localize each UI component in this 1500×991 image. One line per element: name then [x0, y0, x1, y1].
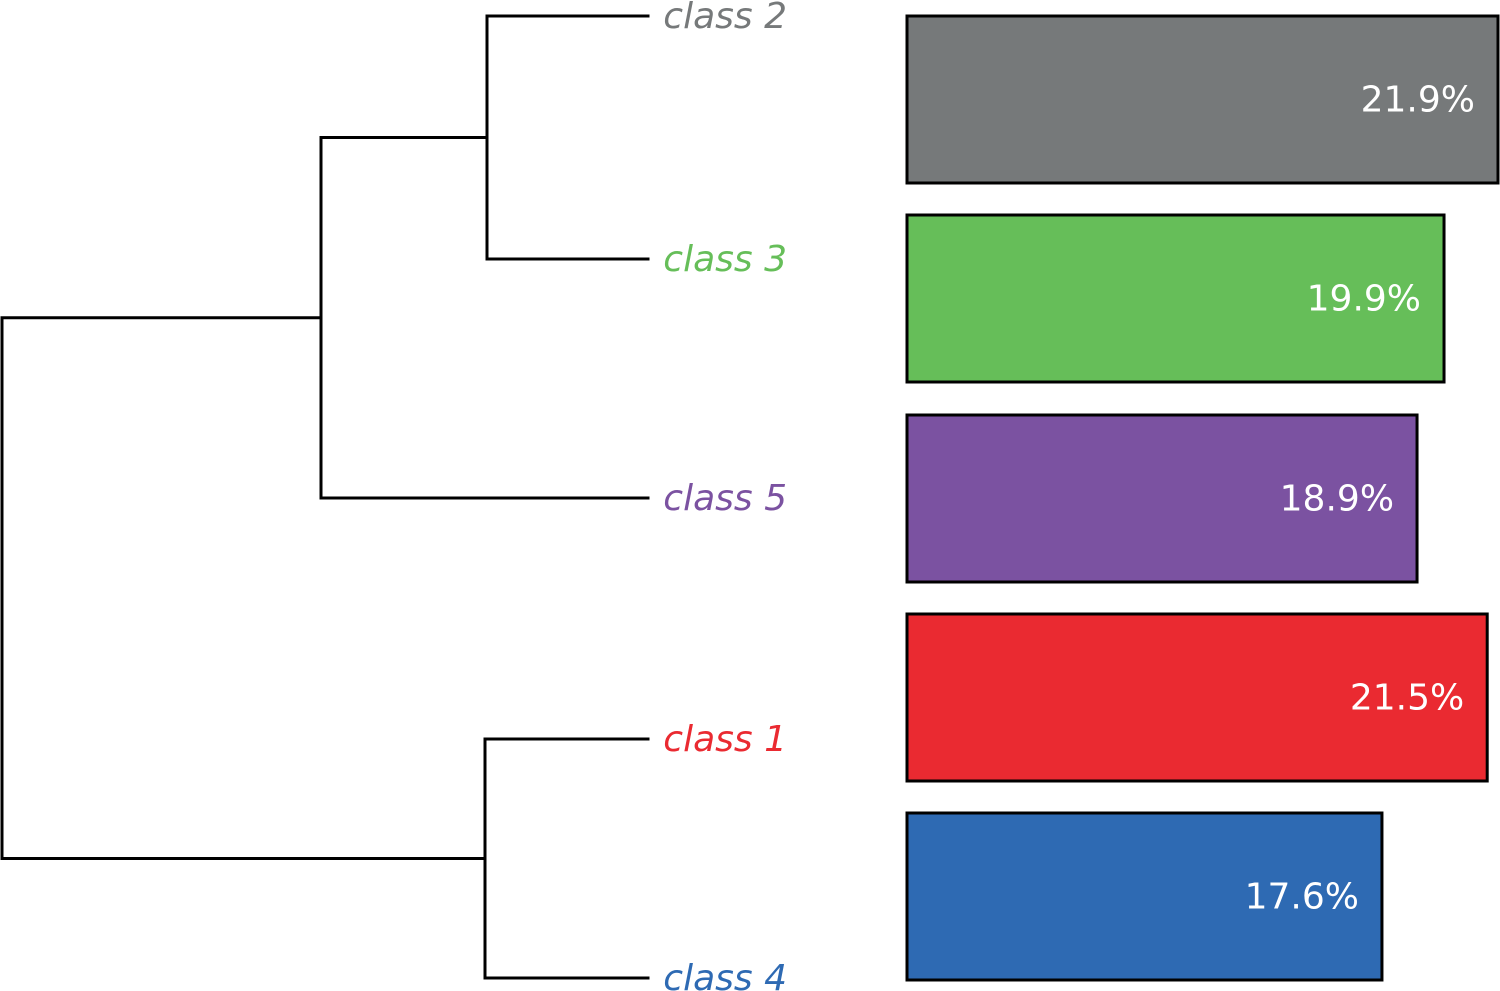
bar-value-label-class-4: 17.6%	[1245, 877, 1359, 918]
dendrogram-branch-class-2+class-3+class-5	[319, 136, 650, 500]
bar-class-2	[905, 14, 1500, 185]
dendrogram	[0, 14, 650, 980]
dendrogram-branch-root	[0, 316, 487, 860]
bar-value-label-class-1: 21.5%	[1350, 678, 1464, 719]
class-label-class-1: class 1	[663, 719, 787, 760]
bar-class-1	[905, 612, 1489, 783]
bar-value-label-class-2: 21.9%	[1361, 80, 1475, 121]
bar-class-4	[905, 811, 1384, 982]
bars: 21.9% 19.9% 18.9% 21.5% 17.6%	[905, 14, 1500, 982]
bar-value-label-class-3: 19.9%	[1307, 279, 1421, 320]
class-label-class-4: class 4	[663, 958, 787, 991]
class-label-class-5: class 5	[663, 478, 787, 519]
dendrogram-branch-class-2+class-3	[485, 14, 650, 261]
bar-class-5	[905, 413, 1419, 584]
class-label-class-2: class 2	[663, 0, 787, 37]
bar-value-label-class-5: 18.9%	[1280, 479, 1394, 520]
class-labels: class 2 class 3 class 5 class 1 class 4	[663, 0, 787, 991]
bar-class-3	[905, 213, 1446, 384]
dendrogram-branch-class-1+class-4	[483, 737, 650, 980]
class-label-class-3: class 3	[663, 239, 787, 280]
